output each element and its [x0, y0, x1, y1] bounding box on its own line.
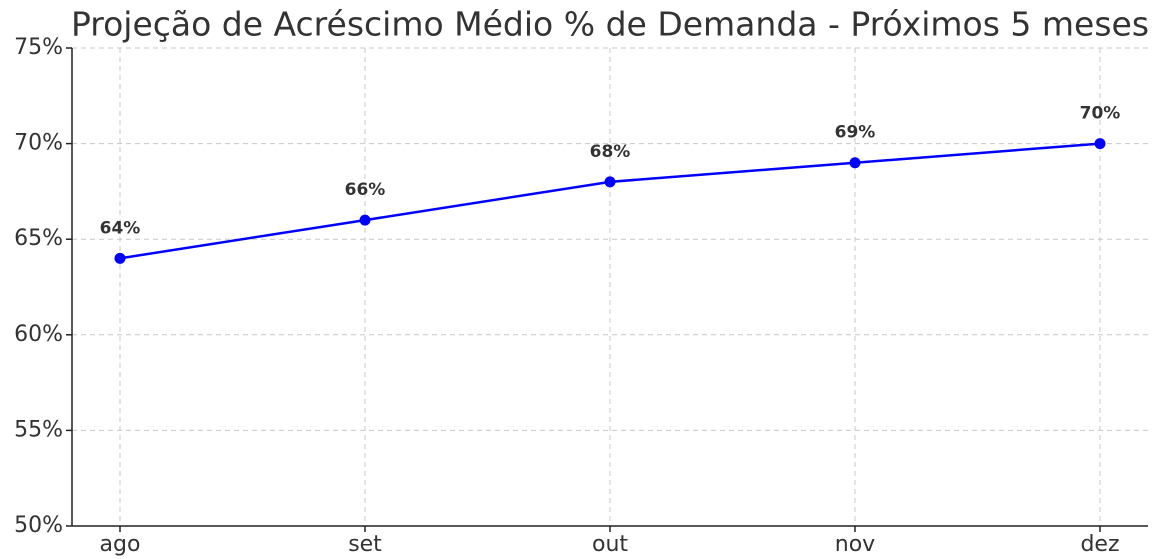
data-label: 68% [590, 142, 631, 162]
y-tick-label: 60% [14, 322, 63, 347]
x-tick-label: out [592, 532, 628, 557]
data-label: 66% [345, 180, 386, 200]
data-point [604, 176, 616, 188]
y-tick-label: 75% [14, 35, 63, 60]
data-point [849, 157, 861, 169]
data-point [1094, 138, 1106, 150]
x-tick-label: nov [835, 532, 875, 557]
data-label: 70% [1080, 104, 1121, 124]
data-point [114, 252, 126, 264]
x-tick-label: set [348, 532, 382, 557]
y-tick-label: 55% [14, 417, 63, 442]
chart-title: Projeção de Acréscimo Médio % de Demanda… [71, 5, 1149, 44]
y-tick-label: 50% [14, 513, 63, 538]
x-tick-label: dez [1080, 532, 1119, 557]
data-label: 69% [835, 123, 876, 143]
x-tick-label: ago [100, 532, 141, 557]
data-label: 64% [100, 218, 141, 238]
y-tick-label: 65% [14, 226, 63, 251]
y-tick-label: 70% [14, 131, 63, 156]
data-point [359, 214, 371, 226]
